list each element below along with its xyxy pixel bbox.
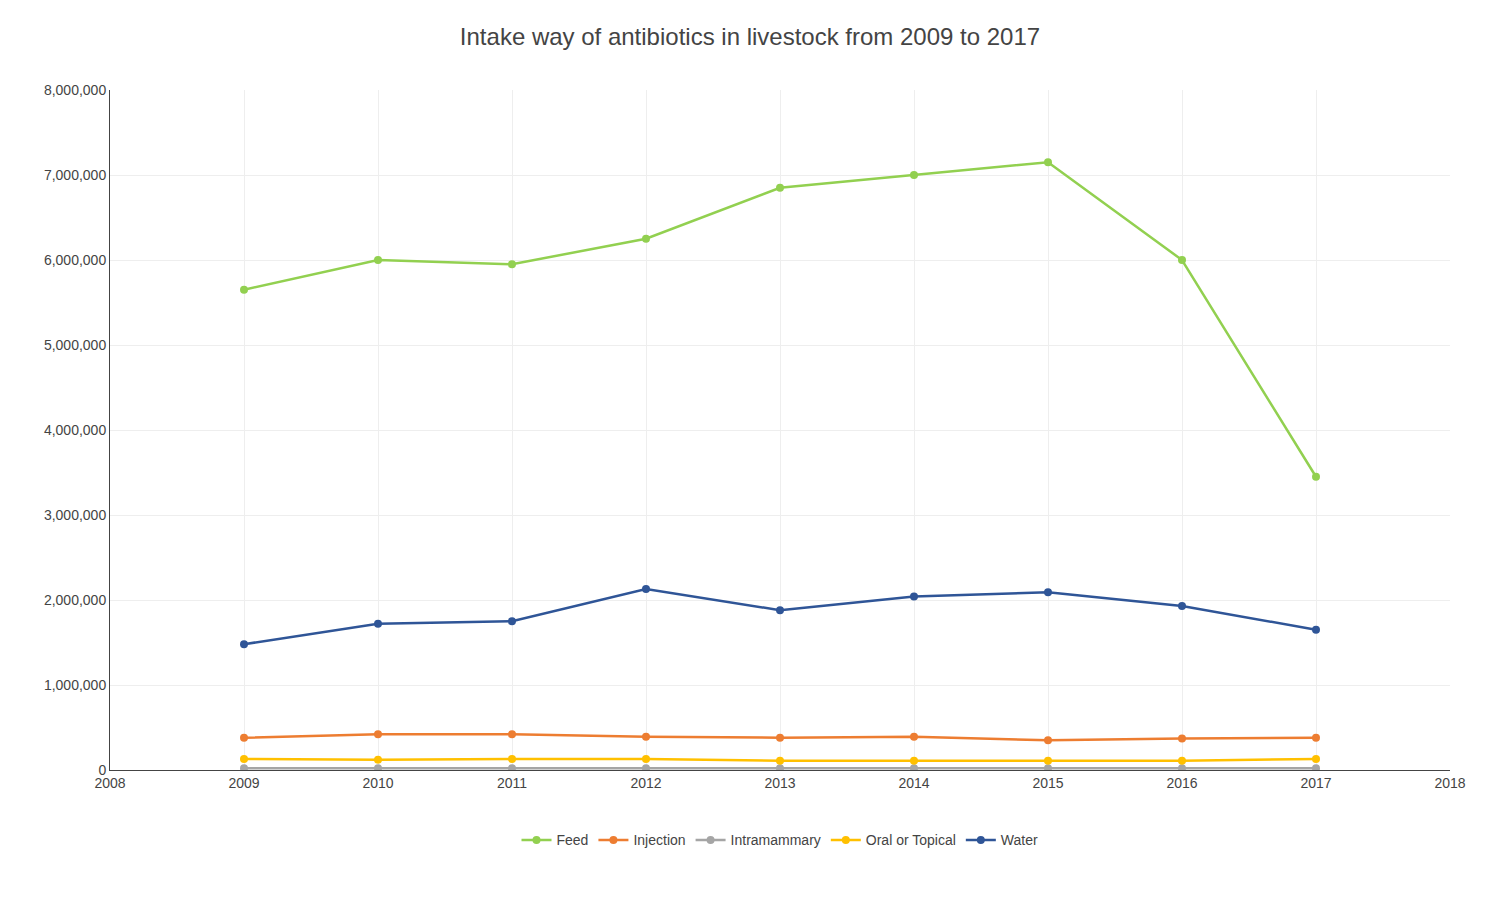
svg-text:5,000,000: 5,000,000 xyxy=(44,337,106,353)
svg-text:2017: 2017 xyxy=(1300,775,1331,791)
svg-text:2010: 2010 xyxy=(362,775,393,791)
svg-text:2,000,000: 2,000,000 xyxy=(44,592,106,608)
svg-text:7,000,000: 7,000,000 xyxy=(44,167,106,183)
svg-text:Intramammary: Intramammary xyxy=(731,832,821,848)
svg-text:2013: 2013 xyxy=(764,775,795,791)
svg-text:6,000,000: 6,000,000 xyxy=(44,252,106,268)
svg-text:1,000,000: 1,000,000 xyxy=(44,677,106,693)
svg-text:Water: Water xyxy=(1001,832,1038,848)
svg-text:8,000,000: 8,000,000 xyxy=(44,82,106,98)
svg-text:2011: 2011 xyxy=(497,775,527,791)
svg-text:2015: 2015 xyxy=(1032,775,1063,791)
svg-text:2016: 2016 xyxy=(1166,775,1197,791)
svg-text:Injection: Injection xyxy=(633,832,685,848)
svg-text:4,000,000: 4,000,000 xyxy=(44,422,106,438)
svg-text:Oral or Topical: Oral or Topical xyxy=(866,832,956,848)
svg-text:2008: 2008 xyxy=(94,775,125,791)
svg-text:3,000,000: 3,000,000 xyxy=(44,507,106,523)
svg-text:Intake way of antibiotics in l: Intake way of antibiotics in livestock f… xyxy=(460,23,1040,50)
svg-text:0: 0 xyxy=(98,762,106,778)
svg-text:2009: 2009 xyxy=(228,775,259,791)
svg-text:Feed: Feed xyxy=(557,832,589,848)
svg-text:2012: 2012 xyxy=(630,775,661,791)
svg-text:2014: 2014 xyxy=(898,775,929,791)
svg-text:2018: 2018 xyxy=(1434,775,1465,791)
